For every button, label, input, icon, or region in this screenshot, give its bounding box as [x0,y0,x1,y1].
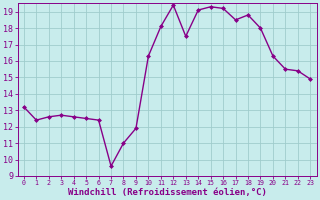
X-axis label: Windchill (Refroidissement éolien,°C): Windchill (Refroidissement éolien,°C) [68,188,267,197]
